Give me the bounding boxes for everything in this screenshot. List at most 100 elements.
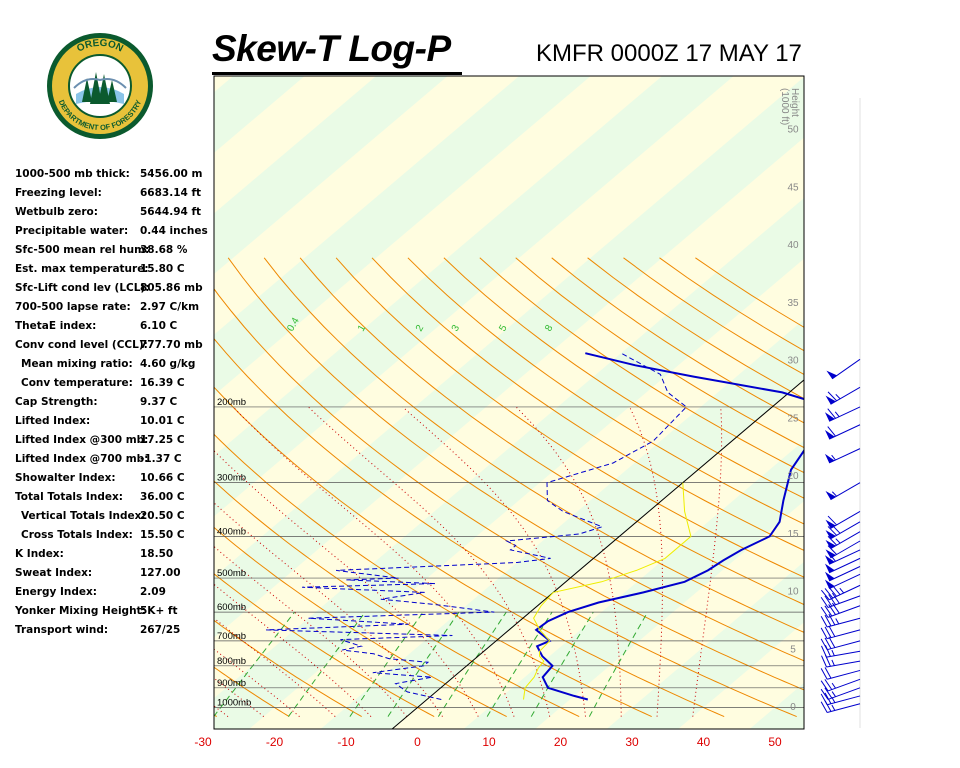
index-row: Lifted Index @300 mb: 17.25 C	[15, 434, 215, 453]
temperature-band	[821, 76, 960, 729]
index-label: Est. max temperature:	[15, 263, 149, 275]
dry-adiabat	[479, 257, 804, 474]
station-time: KMFR 0000Z 17 MAY 17	[536, 40, 802, 67]
dry-adiabat	[214, 337, 797, 718]
wind-barb-staff	[828, 448, 861, 464]
dry-adiabat	[214, 666, 290, 718]
wind-barb-flag	[827, 408, 836, 419]
wind-barb	[820, 592, 861, 608]
index-label: Yonker Mixing Height:	[15, 605, 146, 617]
index-row: Lifted Index: 10.01 C	[15, 415, 215, 434]
wind-barb	[820, 687, 861, 700]
wind-barb-half-flag	[831, 649, 835, 656]
wind-barb	[821, 644, 861, 658]
wind-barb-staff	[828, 424, 861, 440]
wind-barb-half-flag	[835, 393, 841, 400]
index-label: ThetaE index:	[15, 320, 97, 332]
wind-barb-flag	[820, 606, 829, 618]
index-label: Total Totals Index:	[15, 491, 123, 503]
index-value: 267/25	[140, 624, 181, 636]
wind-barb-staff	[827, 669, 861, 680]
wind-barb-staff	[830, 511, 861, 529]
wind-barb-flag	[831, 592, 840, 604]
index-row: Vertical Totals Index: 20.50 C	[15, 510, 215, 529]
index-row: Sweat Index: 127.00	[15, 567, 215, 586]
dry-adiabat	[335, 257, 804, 578]
x-tick-label: 20	[554, 735, 568, 749]
height-tick-label: 45	[787, 182, 799, 193]
wind-barb-half-flag	[831, 704, 836, 711]
wind-barb	[824, 566, 861, 582]
wind-barb-half-flag	[835, 538, 841, 544]
isobar-label: 700mb	[217, 631, 246, 642]
index-row: Mean mixing ratio: 4.60 g/kg	[15, 358, 215, 377]
index-value: 5456.00 m	[140, 168, 203, 180]
index-row: Energy Index: 2.09	[15, 586, 215, 605]
wind-barb-flag	[821, 589, 830, 601]
index-value: 17.25 C	[140, 434, 185, 446]
wind-barb-pennant	[824, 430, 835, 440]
index-label: Energy Index:	[15, 586, 97, 598]
x-tick-label: -30	[194, 735, 212, 749]
wind-barb-flag	[824, 687, 833, 699]
wind-barb	[825, 540, 861, 559]
index-label: Precipitable water:	[15, 225, 129, 237]
wind-barb-staff	[828, 557, 861, 574]
index-value: 805.86 mb	[140, 282, 203, 294]
wind-barb	[820, 602, 861, 618]
index-label: Conv cond level (CCL):	[15, 339, 148, 351]
index-row: Showalter Index: 10.66 C	[15, 472, 215, 491]
wind-barb	[825, 482, 861, 501]
index-row: K Index: 18.50	[15, 548, 215, 567]
wind-barb-staff	[828, 566, 861, 582]
wind-barb-staff	[827, 617, 861, 628]
height-tick-label: 35	[787, 298, 799, 309]
index-row: Cross Totals Index: 15.50 C	[15, 529, 215, 548]
moist-adiabat	[214, 705, 229, 717]
height-tick-label: 50	[787, 125, 799, 136]
wind-barb-flag	[820, 680, 829, 692]
wind-barb	[826, 358, 861, 380]
index-row: Total Totals Index: 36.00 C	[15, 491, 215, 510]
temperature-band	[214, 76, 804, 577]
mixing-ratio-line	[387, 611, 460, 717]
plot-frame	[213, 75, 805, 730]
wind-barb-flag	[824, 637, 832, 649]
mixing-ratio-line	[530, 611, 594, 717]
index-value: 10.01 C	[140, 415, 185, 427]
dry-adiabat	[214, 433, 652, 718]
wind-barb-flag	[824, 667, 832, 679]
wind-barb-pennant	[824, 579, 835, 589]
wind-barb-flag	[820, 638, 828, 650]
wind-barb-staff	[827, 605, 861, 618]
index-value: 15.50 C	[140, 529, 185, 541]
moist-adiabat	[214, 677, 265, 717]
index-row: 700-500 lapse rate: 2.97 C/km	[15, 301, 215, 320]
index-label: Sfc-500 mean rel hum:	[15, 244, 150, 256]
wind-barb-staff	[830, 386, 861, 405]
dry-adiabat	[214, 619, 362, 718]
index-label: Sweat Index:	[15, 567, 93, 579]
wind-barb	[820, 667, 861, 680]
index-label: Mean mixing ratio:	[21, 358, 133, 370]
isobar-label: 200mb	[217, 397, 246, 408]
wind-barb	[824, 557, 861, 574]
index-label: K Index:	[15, 548, 64, 560]
zero-isotherm	[391, 379, 804, 729]
index-label: Cross Totals Index:	[21, 529, 133, 541]
mixing-ratio-line	[588, 611, 649, 717]
mixing-ratio-label: 3	[450, 323, 463, 334]
temperature-band	[214, 76, 377, 214]
wind-barb-pennant	[824, 555, 835, 565]
wind-barb-half-flag	[831, 491, 837, 497]
wind-barb-pennant	[825, 395, 836, 405]
index-value: 16.39 C	[140, 377, 185, 389]
wind-barb-pennant	[825, 549, 836, 558]
wind-barb	[820, 678, 861, 692]
wind-barb-pennant	[825, 519, 836, 529]
temperature-band	[214, 76, 663, 456]
index-row: 1000-500 mb thick: 5456.00 m	[15, 168, 215, 187]
index-value: 6.10 C	[140, 320, 178, 332]
height-tick-label: 10	[787, 587, 799, 598]
wind-barb-pennant	[825, 491, 836, 500]
